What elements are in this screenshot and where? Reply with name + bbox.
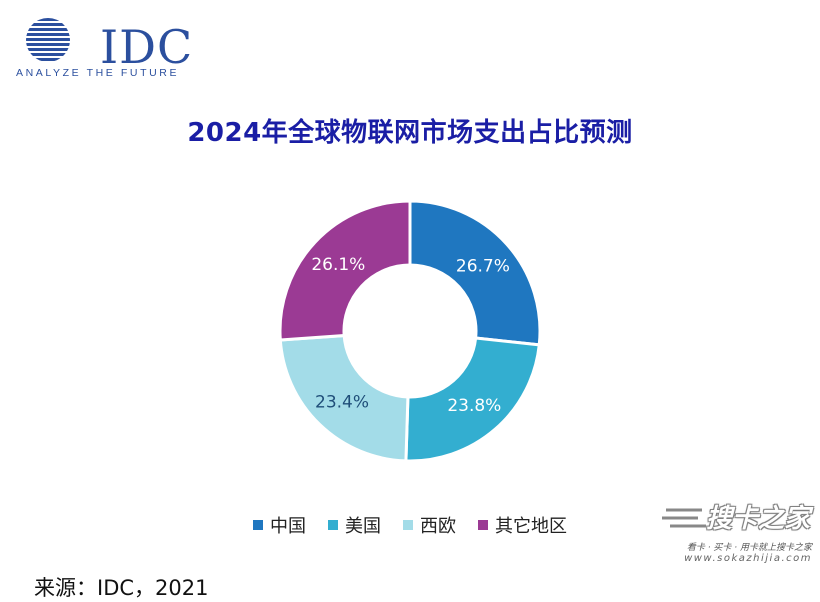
chart-title: 2024年全球物联网市场支出占比预测 [187, 118, 633, 148]
donut-slice-2 [404, 336, 541, 463]
donut-slice-4 [278, 199, 412, 342]
watermark-name: 搜卡之家 [705, 504, 810, 534]
slice-label-4: 26.1% [311, 255, 365, 275]
legend-swatch [253, 520, 263, 530]
watermark-url: www.sokazhijia.com [684, 553, 812, 564]
idc-globe-icon [26, 18, 70, 61]
watermark: 搜卡之家 看卡 · 买卡 · 用卡就上搜卡之家 www.sokazhijia.c… [660, 496, 816, 568]
legend-swatch [478, 520, 488, 530]
slice-label-2: 23.8% [447, 396, 501, 416]
legend-label: 西欧 [420, 516, 456, 537]
legend-item-3: 西欧 [403, 512, 456, 538]
watermark-card-icon [662, 508, 706, 528]
legend-swatch [328, 520, 338, 530]
legend-item-4: 其它地区 [478, 512, 567, 538]
donut-slice-3 [278, 333, 410, 463]
donut-slice-1 [408, 199, 542, 347]
logo-wordmark: IDC [100, 20, 194, 74]
legend-item-2: 美国 [328, 512, 381, 538]
slice-label-1: 26.7% [456, 257, 510, 277]
legend-label: 其它地区 [495, 516, 567, 537]
chart-legend: 中国 美国 西欧 其它地区 [0, 512, 820, 538]
legend-item-1: 中国 [253, 512, 306, 538]
logo-tagline: ANALYZE THE FUTURE [16, 67, 180, 79]
watermark-slogan: 看卡 · 买卡 · 用卡就上搜卡之家 [686, 543, 812, 553]
slice-label-3: 23.4% [315, 393, 369, 413]
legend-swatch [403, 520, 413, 530]
legend-label: 美国 [345, 516, 381, 537]
source-note: 来源：IDC，2021 [34, 576, 209, 600]
legend-label: 中国 [270, 516, 306, 537]
idc-logo: IDC ANALYZE THE FUTURE [14, 10, 214, 80]
